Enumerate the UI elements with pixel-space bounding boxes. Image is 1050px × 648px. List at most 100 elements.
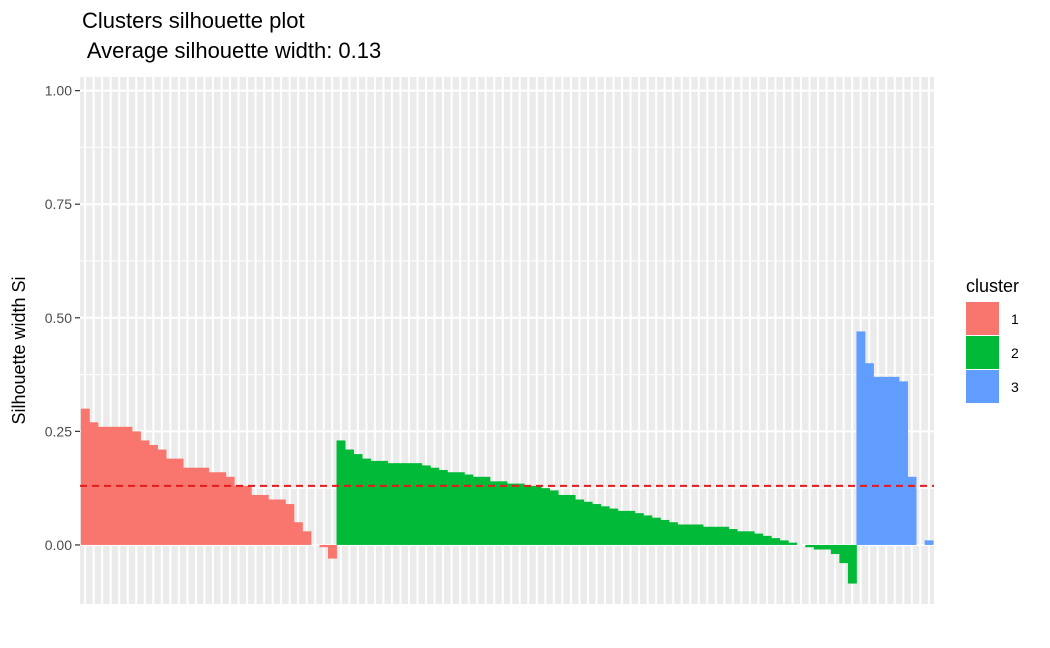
silhouette-bar-cluster-1 (251, 494, 261, 545)
silhouette-bar-cluster-2 (720, 526, 729, 545)
silhouette-bar-cluster-2 (839, 544, 849, 564)
silhouette-bar-cluster-2 (813, 544, 823, 550)
silhouette-bar-cluster-2 (788, 542, 798, 545)
legend-key-2 (966, 336, 999, 369)
silhouette-bar-cluster-2 (507, 483, 516, 545)
silhouette-bar-cluster-2 (711, 526, 721, 545)
silhouette-bar-cluster-1 (191, 467, 201, 545)
silhouette-bar-cluster-2 (703, 526, 712, 545)
silhouette-bar-cluster-2 (643, 515, 653, 545)
silhouette-bar-cluster-2 (583, 501, 593, 545)
legend-label-3: 3 (1011, 379, 1019, 395)
silhouette-bar-cluster-1 (302, 531, 312, 545)
silhouette-bar-cluster-2 (762, 535, 772, 545)
silhouette-bar-cluster-1 (200, 467, 210, 545)
silhouette-bar-cluster-1 (157, 449, 167, 545)
legend-label-1: 1 (1011, 311, 1019, 327)
silhouette-bar-cluster-2 (430, 467, 440, 545)
silhouette-bar-cluster-2 (379, 460, 389, 545)
silhouette-bar-cluster-3 (864, 363, 874, 545)
silhouette-bar-cluster-3 (882, 376, 891, 545)
silhouette-bar-cluster-2 (549, 490, 559, 545)
silhouette-bar-cluster-1 (123, 426, 133, 545)
silhouette-bar-cluster-2 (413, 463, 423, 545)
silhouette-bar-cluster-1 (285, 504, 295, 545)
silhouette-bar-cluster-1 (208, 472, 218, 545)
silhouette-bar-cluster-2 (728, 529, 738, 545)
silhouette-bars (80, 331, 934, 584)
silhouette-bar-cluster-1 (293, 522, 303, 545)
silhouette-bar-cluster-2 (455, 472, 465, 545)
silhouette-bar-cluster-2 (336, 440, 346, 545)
silhouette-bar-cluster-1 (131, 431, 141, 545)
silhouette-bar-cluster-2 (754, 533, 764, 545)
silhouette-bar-cluster-2 (362, 458, 372, 545)
silhouette-bar-cluster-1 (276, 499, 286, 545)
silhouette-bar-cluster-1 (259, 494, 269, 545)
silhouette-bar-cluster-2 (600, 506, 610, 545)
silhouette-bar-cluster-2 (592, 504, 602, 545)
silhouette-bar-cluster-2 (609, 508, 619, 545)
silhouette-bar-cluster-2 (677, 524, 687, 545)
y-tick-label: 0.75 (45, 196, 72, 212)
silhouette-bar-cluster-1 (166, 458, 176, 545)
y-axis-ticks: 0.00 0.25 0.50 0.75 1.00 (45, 83, 80, 553)
silhouette-bar-cluster-1 (80, 408, 90, 545)
legend-title: cluster (966, 276, 1019, 296)
silhouette-bar-cluster-2 (626, 510, 636, 545)
silhouette-bar-cluster-2 (387, 463, 397, 545)
silhouette-bar-cluster-2 (617, 510, 627, 545)
silhouette-bar-cluster-2 (447, 472, 457, 545)
silhouette-bar-cluster-2 (472, 476, 482, 545)
silhouette-bar-cluster-1 (183, 467, 193, 545)
silhouette-bar-cluster-2 (822, 544, 832, 550)
silhouette-bar-cluster-1 (174, 458, 184, 545)
y-tick-label: 1.00 (45, 83, 72, 99)
chart-title: Clusters silhouette plot (82, 8, 305, 33)
silhouette-bar-cluster-2 (421, 465, 431, 545)
silhouette-bar-cluster-1 (140, 440, 150, 545)
silhouette-bar-cluster-3 (873, 376, 883, 545)
silhouette-bar-cluster-2 (404, 463, 414, 545)
silhouette-bar-cluster-2 (541, 488, 551, 545)
legend-label-2: 2 (1011, 345, 1019, 361)
legend-key-3 (966, 370, 999, 403)
silhouette-bar-cluster-2 (847, 544, 857, 584)
silhouette-bar-cluster-2 (345, 449, 354, 545)
silhouette-bar-cluster-2 (515, 483, 525, 545)
silhouette-bar-cluster-2 (668, 522, 678, 545)
chart-subtitle: Average silhouette width: 0.13 (82, 38, 381, 63)
silhouette-bar-cluster-3 (907, 476, 917, 545)
silhouette-bar-cluster-2 (464, 474, 474, 545)
silhouette-bar-cluster-2 (694, 524, 704, 545)
silhouette-bar-cluster-3 (899, 381, 908, 545)
silhouette-bar-cluster-2 (558, 494, 568, 545)
silhouette-bar-cluster-2 (634, 513, 644, 545)
silhouette-bar-cluster-2 (370, 460, 380, 545)
y-tick-label: 0.00 (45, 537, 72, 553)
silhouette-bar-cluster-2 (575, 499, 585, 545)
silhouette-bar-cluster-1 (234, 485, 244, 545)
silhouette-bar-cluster-2 (489, 481, 499, 545)
y-tick-label: 0.50 (45, 310, 72, 326)
legend-key-1 (966, 302, 999, 335)
silhouette-bar-cluster-1 (217, 472, 227, 545)
silhouette-bar-cluster-2 (353, 454, 363, 545)
silhouette-bar-cluster-2 (771, 538, 781, 545)
silhouette-bar-cluster-2 (498, 481, 508, 545)
silhouette-bar-cluster-2 (685, 524, 695, 545)
silhouette-bar-cluster-2 (737, 531, 747, 545)
silhouette-bar-cluster-2 (805, 544, 815, 548)
silhouette-bar-cluster-2 (830, 544, 840, 555)
silhouette-bar-cluster-1 (319, 544, 329, 548)
y-tick-label: 0.25 (45, 423, 72, 439)
silhouette-bar-cluster-2 (532, 485, 542, 545)
silhouette-bar-cluster-2 (438, 469, 448, 545)
silhouette-bar-cluster-2 (524, 485, 533, 545)
silhouette-bar-cluster-2 (779, 540, 789, 545)
y-axis-title: Silhouette width Si (9, 276, 29, 424)
silhouette-bar-cluster-1 (242, 485, 252, 545)
silhouette-bar-cluster-1 (89, 422, 99, 545)
silhouette-bar-cluster-2 (481, 476, 491, 545)
